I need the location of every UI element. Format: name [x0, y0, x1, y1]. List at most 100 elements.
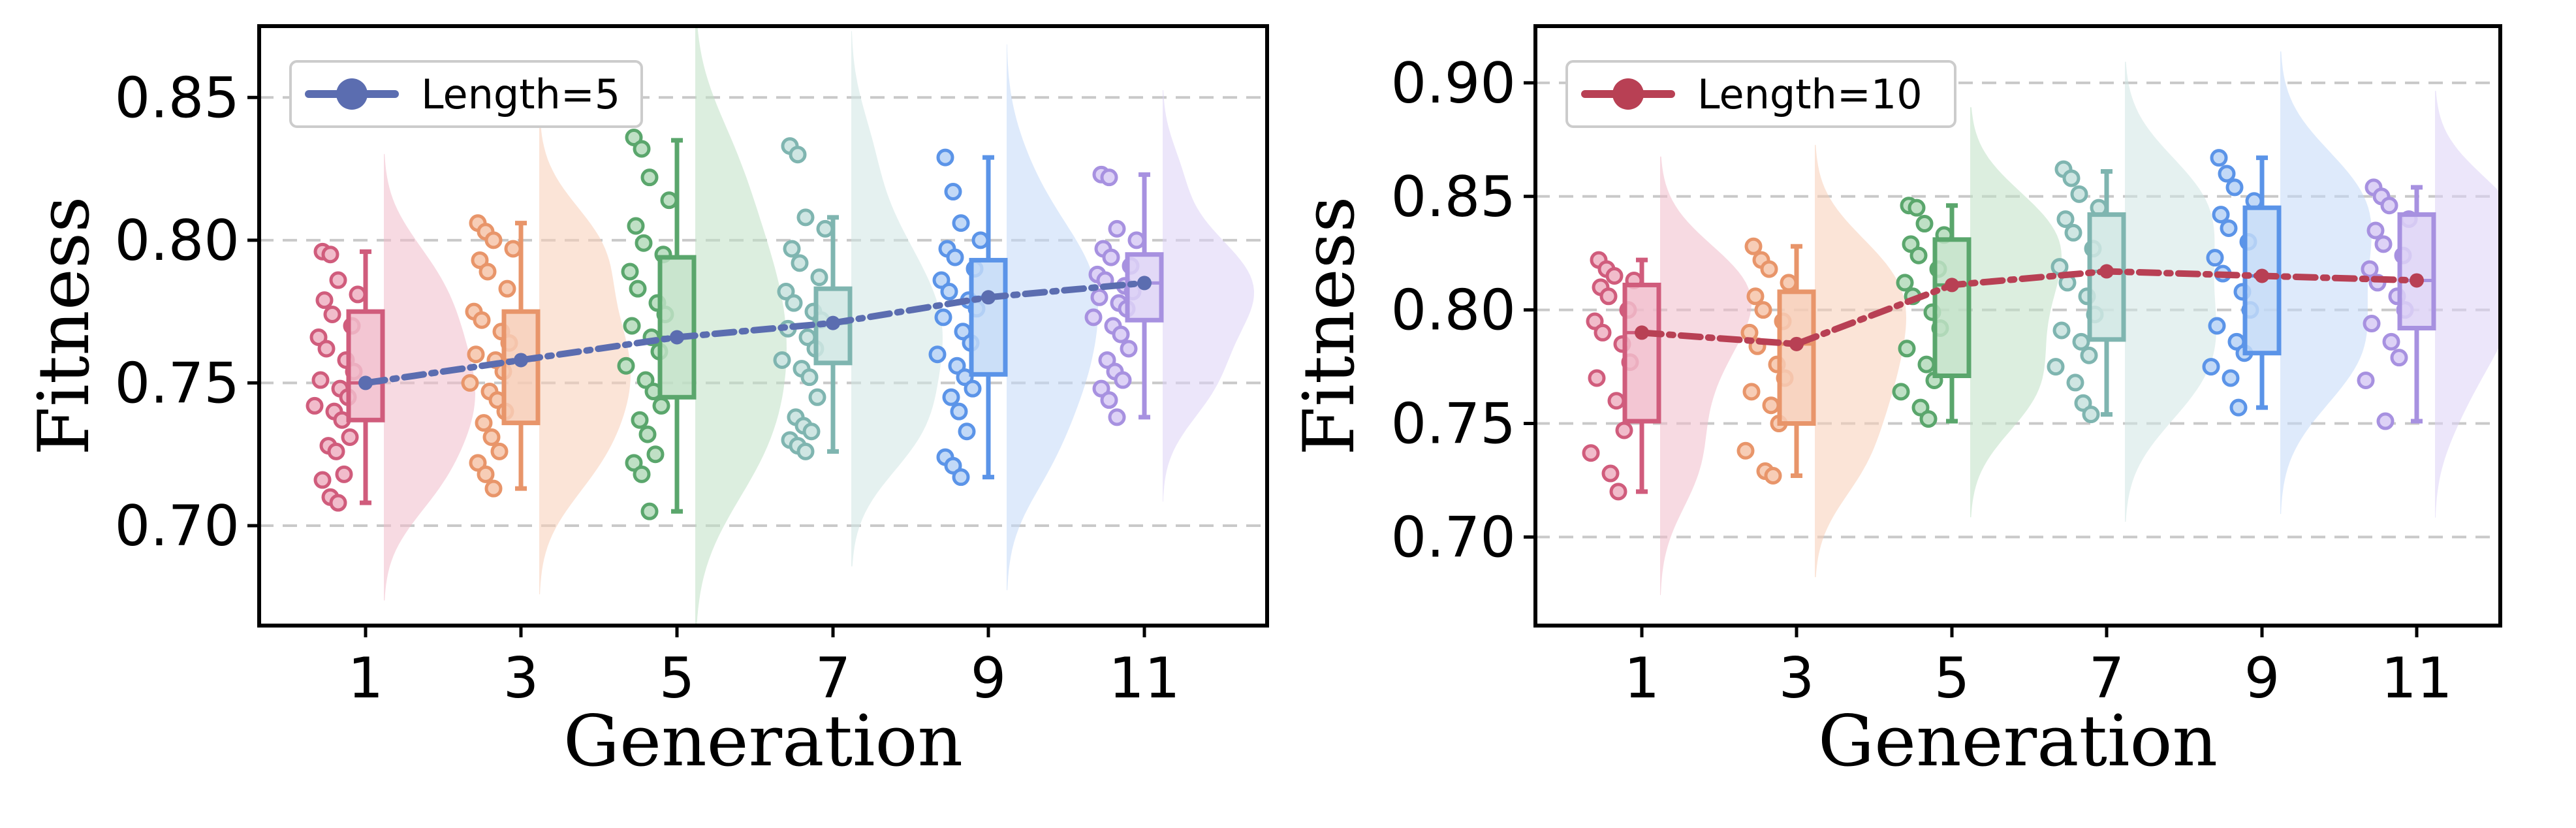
strip-point-gen-9 [946, 248, 964, 266]
x-tick-label: 1 [348, 646, 384, 711]
mean-point-gen-7 [2099, 264, 2114, 279]
strip-point-gen-5 [640, 502, 659, 520]
y-tick-label: 0.75 [1391, 392, 1516, 457]
mean-point-gen-7 [826, 315, 840, 330]
strip-point-gen-1 [1586, 312, 1604, 330]
strip-point-gen-5 [629, 279, 647, 298]
violin-gen-5 [695, 26, 787, 626]
strip-point-gen-9 [950, 402, 968, 421]
strip-point-gen-3 [475, 414, 493, 432]
strip-point-gen-1 [1607, 392, 1626, 410]
y-tick-label: 0.85 [115, 65, 240, 131]
strip-point-gen-3 [1746, 287, 1765, 306]
strip-point-gen-1 [313, 471, 332, 489]
strip-point-gen-1 [1615, 421, 1633, 439]
strip-point-gen-5 [1898, 340, 1916, 358]
strip-point-gen-1 [1605, 267, 1624, 285]
strip-point-gen-7 [2056, 210, 2075, 229]
strip-point-gen-5 [627, 217, 645, 235]
legend: Length=10 [1565, 60, 1956, 128]
box-gen-3 [501, 309, 541, 426]
strip-point-gen-7 [773, 351, 791, 369]
strip-point-gen-3 [469, 454, 487, 472]
strip-point-gen-3 [461, 374, 479, 392]
mean-trend-line [362, 279, 1148, 387]
mean-point-gen-5 [1945, 278, 1959, 293]
strip-point-gen-9 [932, 271, 950, 289]
legend-marker-swatch [336, 78, 368, 110]
box-gen-3 [1777, 289, 1816, 426]
strip-point-gen-1 [309, 328, 328, 346]
strip-point-gen-7 [777, 283, 795, 301]
plot-frame [1533, 24, 2502, 628]
strip-point-gen-3 [471, 251, 489, 269]
box-gen-5 [1932, 237, 1971, 379]
x-tick-label: 7 [815, 646, 851, 711]
violin-gen-3 [1815, 144, 1906, 577]
strip-point-gen-1 [1599, 287, 1618, 306]
strip-point-gen-1 [323, 306, 341, 324]
x-tick-label: 3 [1779, 646, 1815, 711]
legend-label: Length=10 [1697, 71, 1923, 118]
strip-point-gen-11 [1084, 308, 1103, 326]
strip-point-gen-3 [484, 231, 503, 249]
strip-point-gen-1 [349, 285, 367, 304]
strip-point-gen-5 [625, 128, 643, 146]
strip-point-gen-11 [2376, 412, 2395, 430]
strip-point-gen-3 [504, 240, 522, 258]
strip-point-gen-1 [1601, 464, 1620, 483]
strip-point-gen-5 [1902, 235, 1920, 253]
strip-point-gen-7 [2064, 223, 2082, 242]
x-tick-label: 7 [2089, 646, 2125, 711]
strip-point-gen-3 [473, 311, 491, 329]
strip-point-gen-9 [944, 183, 962, 201]
box-gen-5 [657, 255, 697, 400]
strip-point-gen-5 [631, 411, 649, 429]
strip-point-gen-5 [633, 465, 651, 483]
strip-point-gen-1 [306, 396, 324, 415]
mean-point-gen-1 [358, 375, 373, 390]
mean-trend-line [1639, 268, 2420, 347]
strip-point-gen-7 [800, 368, 819, 387]
legend-box [289, 60, 643, 128]
strip-point-gen-9 [956, 368, 974, 387]
legend-label: Length=5 [421, 71, 620, 118]
mean-point-gen-11 [1137, 276, 1152, 291]
strip-point-gen-1 [315, 291, 334, 310]
strip-point-gen-9 [2220, 219, 2238, 237]
strip-point-gen-7 [783, 240, 801, 258]
strip-point-gen-5 [617, 357, 635, 375]
strip-point-gen-7 [816, 219, 834, 238]
strip-point-gen-5 [652, 396, 670, 415]
strip-point-gen-11 [1108, 408, 1126, 426]
strip-point-gen-9 [2222, 369, 2240, 387]
strip-point-gen-1 [341, 428, 359, 446]
strip-point-gen-7 [802, 422, 821, 441]
strip-point-gen-5 [1911, 398, 1930, 417]
strip-point-gen-7 [791, 254, 809, 272]
strip-point-gen-1 [1588, 369, 1606, 387]
strip-point-gen-11 [2363, 315, 2381, 333]
strip-point-gen-11 [1092, 379, 1110, 398]
x-tick-label: 5 [659, 646, 695, 711]
violin-gen-7 [851, 31, 943, 567]
strip-point-gen-1 [327, 442, 345, 460]
legend: Length=5 [289, 60, 643, 128]
strip-point-gen-3 [1780, 274, 1798, 292]
strip-point-gen-5 [1919, 410, 1938, 428]
strip-point-gen-11 [1114, 371, 1132, 389]
strip-point-gen-11 [1100, 391, 1118, 409]
strip-point-gen-11 [1098, 351, 1116, 369]
strip-point-gen-1 [321, 246, 339, 264]
violin-gen-9 [2280, 51, 2372, 515]
strip-point-gen-9 [2202, 358, 2220, 376]
strip-point-gen-5 [625, 454, 643, 472]
strip-point-gen-3 [1736, 441, 1755, 460]
strip-point-gen-7 [796, 208, 815, 227]
x-tick-label: 11 [1108, 646, 1180, 711]
strip-point-gen-5 [635, 234, 653, 252]
strip-point-gen-5 [1908, 199, 1926, 217]
strip-point-gen-9 [936, 148, 954, 167]
strip-point-gen-5 [621, 263, 639, 281]
